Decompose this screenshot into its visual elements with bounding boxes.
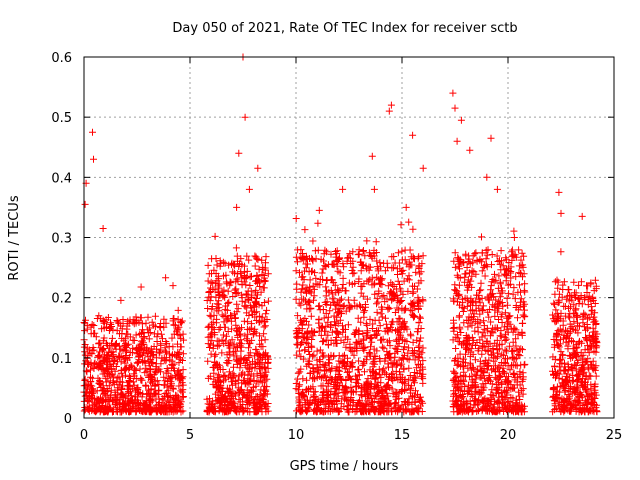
y-tick-label: 0.5 bbox=[51, 111, 72, 126]
x-tick-label: 25 bbox=[606, 428, 623, 443]
y-tick-label: 0.4 bbox=[51, 171, 72, 186]
y-tick-label: 0.2 bbox=[51, 292, 72, 307]
axis-ticks: 0 5 10 15 20 25 0 0.1 0.2 0.3 0.4 0.5 0.6 bbox=[51, 51, 622, 443]
x-tick-label: 0 bbox=[80, 428, 88, 443]
x-axis-label: GPS time / hours bbox=[290, 459, 399, 474]
y-tick-label: 0.1 bbox=[51, 352, 72, 367]
x-tick-label: 10 bbox=[288, 428, 305, 443]
chart-title: Day 050 of 2021, Rate Of TEC Index for r… bbox=[172, 21, 517, 36]
y-axis-label: ROTI / TECUs bbox=[7, 195, 22, 280]
y-tick-label: 0.6 bbox=[51, 51, 72, 66]
data-points bbox=[80, 53, 601, 416]
y-tick-label: 0.3 bbox=[51, 232, 72, 247]
x-tick-label: 15 bbox=[394, 428, 411, 443]
y-tick-label: 0 bbox=[64, 412, 72, 427]
x-tick-label: 20 bbox=[500, 428, 517, 443]
scatter-markers bbox=[80, 53, 601, 416]
x-tick-label: 5 bbox=[186, 428, 194, 443]
